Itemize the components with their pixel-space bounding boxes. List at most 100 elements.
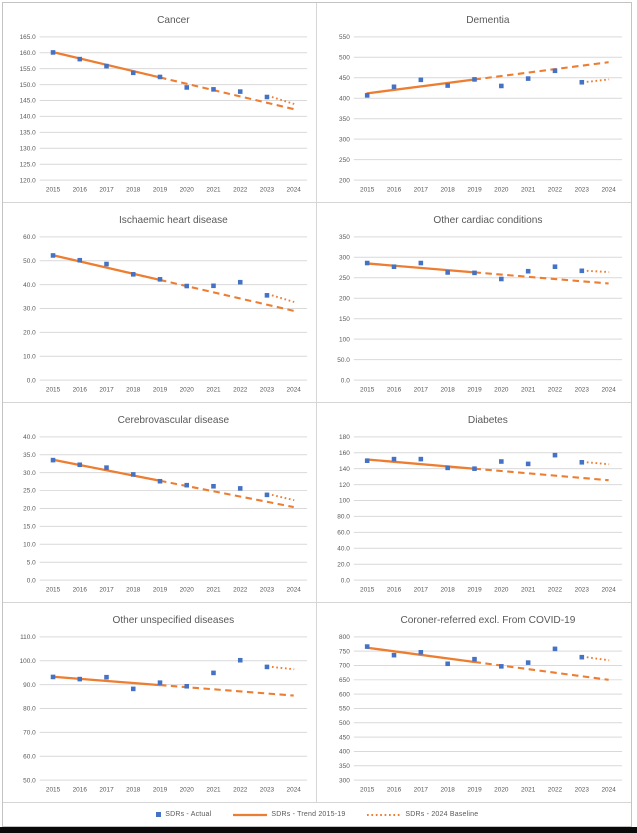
- x-tick-label: 2024: [287, 787, 302, 794]
- chart-panel-dementia[interactable]: Dementia 550 500 450 400 350 300 250 200 2015 2016…: [317, 3, 631, 203]
- data-point-marker: [579, 654, 585, 660]
- data-point-marker: [391, 84, 397, 90]
- trend-line-dashed: [474, 61, 609, 81]
- y-tick-label: 500: [339, 54, 350, 61]
- trend-line-dashed: [159, 684, 294, 697]
- trend-line-dashed: [474, 271, 609, 285]
- x-tick-label: 2022: [548, 187, 563, 194]
- x-tick-label: 2024: [287, 187, 302, 194]
- data-point-marker: [50, 253, 56, 258]
- data-point-marker: [130, 686, 136, 692]
- y-tick-label: 500: [339, 720, 350, 727]
- baseline-line-dotted: [586, 78, 610, 83]
- y-tick-label: 250: [339, 157, 350, 164]
- chart-title: Cancer: [157, 15, 190, 26]
- y-tick-label: 155.0: [20, 66, 36, 73]
- data-point-marker: [184, 683, 190, 689]
- chart-other-cardiac-conditions-plot: Other cardiac conditions 350 300 250 200 150 1…: [337, 215, 623, 394]
- data-point-marker: [157, 680, 163, 685]
- x-tick-label: 2015: [360, 387, 375, 394]
- y-tick-label: 30.0: [23, 470, 36, 477]
- data-point-marker: [445, 661, 450, 667]
- y-tick-label: 350: [339, 763, 350, 770]
- x-tick-label: 2020: [180, 387, 195, 394]
- chart-title: Coroner-referred excl. From COVID-19: [400, 615, 575, 626]
- y-tick-label: 350: [339, 116, 350, 123]
- y-tick-label: 350: [339, 234, 350, 241]
- x-tick-label: 2018: [126, 787, 141, 794]
- chart-title: Dementia: [466, 15, 510, 26]
- chart-panel-other-cardiac-conditions[interactable]: Other cardiac conditions 350 300 250 200 150 1…: [317, 203, 631, 403]
- x-tick-label: 2019: [467, 187, 482, 194]
- data-point-marker: [104, 674, 109, 680]
- y-tick-label: 650: [339, 677, 350, 684]
- chart-panel-other-unspecified-diseases[interactable]: Other unspecified diseases 110.0 100.0 90.0…: [3, 603, 317, 803]
- chart-panel-diabetes[interactable]: Diabetes 180 160 140 120 100 80.0 60.0 40.0 20.0 0…: [317, 403, 631, 603]
- x-tick-label: 2018: [126, 187, 141, 194]
- x-tick-label: 2022: [233, 587, 248, 594]
- x-tick-label: 2017: [414, 387, 429, 394]
- legend-item-2[interactable]: SDRs - 2024 Baseline: [367, 811, 478, 818]
- x-tick-label: 2016: [73, 787, 88, 794]
- baseline-line-dotted: [586, 656, 610, 662]
- y-tick-label: 60.0: [23, 234, 36, 241]
- chart-title: Ischaemic heart disease: [119, 215, 228, 226]
- x-tick-label: 2023: [260, 387, 275, 394]
- legend-label: SDRs - Actual: [165, 811, 212, 818]
- x-tick-label: 2024: [601, 587, 616, 594]
- y-tick-label: 450: [339, 75, 350, 82]
- y-tick-label: 150: [339, 316, 350, 323]
- y-tick-label: 200: [339, 295, 350, 302]
- legend-item-1[interactable]: SDRs - Trend 2015-19: [233, 811, 345, 818]
- data-point-marker: [391, 456, 397, 462]
- data-point-marker: [130, 70, 136, 76]
- data-point-marker: [445, 270, 450, 275]
- charts-grid: Cancer 165.0 160.0 155.0 150.0 145.0 140.0 135.…: [3, 3, 631, 803]
- y-tick-label: 160.0: [20, 50, 36, 57]
- x-tick-label: 2021: [521, 787, 536, 794]
- chart-panel-coroner-referred-excl-from-covid-19[interactable]: Coroner-referred excl. From COVID-19 800 7…: [317, 603, 631, 803]
- data-point-marker: [104, 63, 109, 69]
- y-tick-label: 100: [339, 498, 350, 505]
- data-point-marker: [211, 483, 216, 489]
- x-tick-label: 2022: [548, 387, 563, 394]
- data-point-marker: [391, 264, 397, 270]
- x-tick-label: 2024: [287, 387, 302, 394]
- x-tick-label: 2021: [521, 587, 536, 594]
- y-tick-label: 20.0: [23, 506, 36, 513]
- data-point-marker: [525, 660, 531, 665]
- x-tick-label: 2017: [414, 587, 429, 594]
- x-tick-label: 2018: [126, 587, 141, 594]
- data-point-marker: [157, 74, 163, 80]
- chart-panel-cerebrovascular-disease[interactable]: Cerebrovascular disease 40.0 35.0 30.0 25.0 2…: [3, 403, 317, 603]
- baseline-line-dotted: [271, 493, 295, 502]
- trend-line-dashed: [474, 467, 609, 482]
- x-tick-label: 2023: [575, 387, 590, 394]
- chart-title: Diabetes: [468, 415, 508, 426]
- trend-line-solid: [51, 458, 162, 482]
- y-tick-label: 35.0: [23, 452, 36, 459]
- chart-panel-ischaemic-heart-disease[interactable]: Ischaemic heart disease 60.0 50.0 40.0 30.0 2…: [3, 203, 317, 403]
- chart-panel-cancer[interactable]: Cancer 165.0 160.0 155.0 150.0 145.0 140.0 135.…: [3, 3, 317, 203]
- data-point-marker: [525, 268, 531, 274]
- data-point-marker: [445, 83, 450, 88]
- y-tick-label: 110.0: [20, 634, 36, 641]
- y-tick-label: 5.0: [27, 559, 36, 566]
- data-point-marker: [418, 260, 424, 266]
- data-point-marker: [579, 79, 585, 85]
- data-point-marker: [264, 94, 270, 100]
- y-tick-label: 135.0: [20, 130, 36, 137]
- data-point-marker: [472, 77, 477, 82]
- data-point-marker: [418, 456, 424, 462]
- data-point-marker: [499, 459, 504, 464]
- x-tick-label: 2016: [73, 387, 88, 394]
- window-bottom-edge: [0, 827, 637, 833]
- y-tick-label: 180: [339, 434, 350, 441]
- y-tick-label: 250: [339, 275, 350, 282]
- legend-label: SDRs - Trend 2015-19: [271, 811, 346, 818]
- data-point-marker: [552, 646, 558, 652]
- legend-item-0[interactable]: SDRs - Actual: [155, 811, 212, 818]
- x-tick-label: 2022: [233, 387, 248, 394]
- x-tick-label: 2017: [414, 787, 429, 794]
- data-point-marker: [130, 472, 136, 477]
